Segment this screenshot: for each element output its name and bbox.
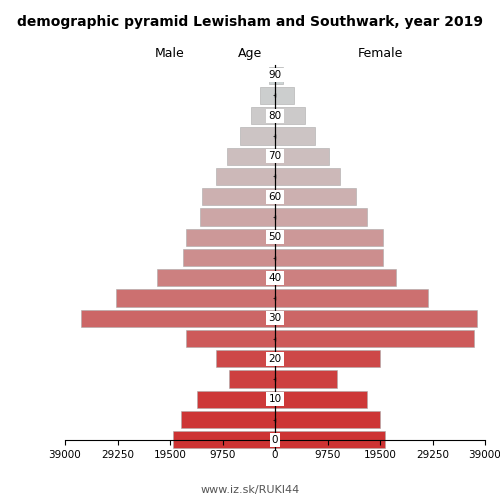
Text: Female: Female [358,47,403,60]
Bar [226,148,275,165]
Bar [172,432,275,448]
Bar [275,66,283,84]
Bar [275,168,340,185]
Bar [275,128,316,144]
Text: 30: 30 [268,314,281,324]
Text: 10: 10 [268,394,281,404]
Text: 90: 90 [268,70,281,80]
Bar [275,432,386,448]
Text: www.iz.sk/RUKI44: www.iz.sk/RUKI44 [200,485,300,495]
Bar [275,269,396,286]
Bar [275,87,294,104]
Bar [275,370,337,388]
Bar [275,350,380,368]
Text: Age: Age [238,47,262,60]
Bar [81,310,275,327]
Bar [197,390,275,408]
Bar [275,330,474,347]
Text: 70: 70 [268,151,281,161]
Bar [184,249,275,266]
Bar [275,107,304,124]
Bar [216,168,275,185]
Bar [202,188,275,206]
Bar [216,350,275,368]
Text: demographic pyramid Lewisham and Southwark, year 2019: demographic pyramid Lewisham and Southwa… [17,15,483,29]
Bar [156,269,275,286]
Text: 40: 40 [268,273,281,283]
Text: Male: Male [155,47,185,60]
Bar [275,411,380,428]
Bar [275,310,477,327]
Bar [275,290,428,306]
Bar [200,208,275,226]
Bar [268,66,275,84]
Bar [116,290,275,306]
Bar [275,390,366,408]
Bar [260,87,275,104]
Bar [240,128,275,144]
Text: 20: 20 [268,354,281,364]
Bar [181,411,275,428]
Bar [275,148,329,165]
Bar [229,370,275,388]
Bar [275,249,382,266]
Bar [275,188,356,206]
Text: 80: 80 [268,110,281,120]
Bar [186,228,275,246]
Text: 50: 50 [268,232,281,242]
Bar [275,208,366,226]
Bar [251,107,275,124]
Bar [275,228,382,246]
Text: 0: 0 [272,435,278,445]
Bar [186,330,275,347]
Text: 60: 60 [268,192,281,202]
